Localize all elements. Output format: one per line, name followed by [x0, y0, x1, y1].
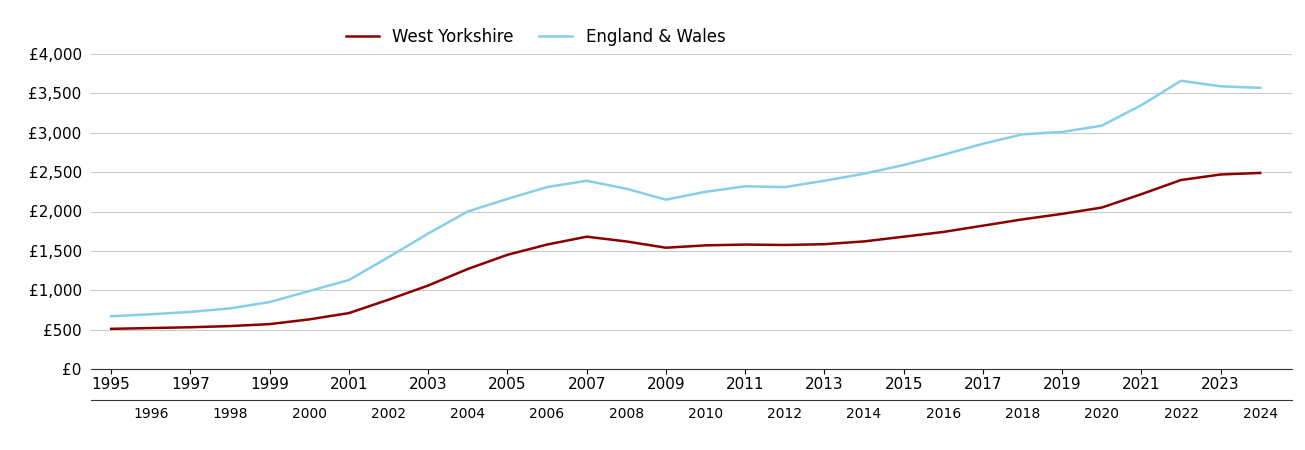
England & Wales: [856, 171, 872, 176]
West Yorkshire: [381, 297, 397, 302]
England & Wales: [1212, 84, 1228, 89]
England & Wales: [619, 186, 634, 191]
West Yorkshire: [500, 252, 515, 257]
West Yorkshire: [262, 321, 278, 327]
England & Wales: [103, 314, 119, 319]
England & Wales: [539, 184, 555, 190]
England & Wales: [698, 189, 714, 194]
West Yorkshire: [698, 243, 714, 248]
West Yorkshire: [1134, 192, 1150, 197]
England & Wales: [737, 184, 753, 189]
West Yorkshire: [936, 229, 951, 234]
England & Wales: [459, 209, 475, 214]
England & Wales: [1173, 78, 1189, 84]
England & Wales: [222, 306, 238, 311]
England & Wales: [658, 197, 673, 202]
England & Wales: [817, 178, 833, 184]
West Yorkshire: [776, 242, 792, 248]
Line: England & Wales: England & Wales: [111, 81, 1261, 316]
England & Wales: [262, 299, 278, 305]
England & Wales: [341, 277, 356, 283]
West Yorkshire: [1015, 216, 1031, 222]
West Yorkshire: [420, 283, 436, 288]
West Yorkshire: [579, 234, 595, 239]
England & Wales: [1094, 123, 1109, 128]
England & Wales: [183, 309, 198, 315]
England & Wales: [895, 162, 911, 168]
West Yorkshire: [144, 325, 159, 331]
England & Wales: [1054, 129, 1070, 135]
West Yorkshire: [856, 238, 872, 244]
England & Wales: [579, 178, 595, 184]
West Yorkshire: [222, 324, 238, 329]
England & Wales: [420, 231, 436, 236]
West Yorkshire: [975, 223, 990, 228]
West Yorkshire: [1094, 205, 1109, 210]
West Yorkshire: [1212, 172, 1228, 177]
West Yorkshire: [1173, 177, 1189, 183]
West Yorkshire: [1054, 211, 1070, 216]
West Yorkshire: [459, 266, 475, 272]
England & Wales: [301, 288, 317, 294]
England & Wales: [1015, 131, 1031, 137]
England & Wales: [144, 311, 159, 317]
West Yorkshire: [539, 242, 555, 248]
England & Wales: [381, 254, 397, 260]
West Yorkshire: [895, 234, 911, 239]
England & Wales: [1253, 85, 1268, 90]
West Yorkshire: [737, 242, 753, 248]
West Yorkshire: [817, 242, 833, 247]
West Yorkshire: [658, 245, 673, 250]
West Yorkshire: [183, 324, 198, 330]
West Yorkshire: [341, 310, 356, 316]
West Yorkshire: [619, 238, 634, 244]
England & Wales: [776, 184, 792, 190]
West Yorkshire: [301, 317, 317, 322]
England & Wales: [936, 152, 951, 158]
West Yorkshire: [103, 326, 119, 332]
Legend: West Yorkshire, England & Wales: West Yorkshire, England & Wales: [339, 22, 732, 53]
England & Wales: [500, 196, 515, 202]
England & Wales: [1134, 103, 1150, 108]
England & Wales: [975, 141, 990, 146]
West Yorkshire: [1253, 170, 1268, 176]
Line: West Yorkshire: West Yorkshire: [111, 173, 1261, 329]
